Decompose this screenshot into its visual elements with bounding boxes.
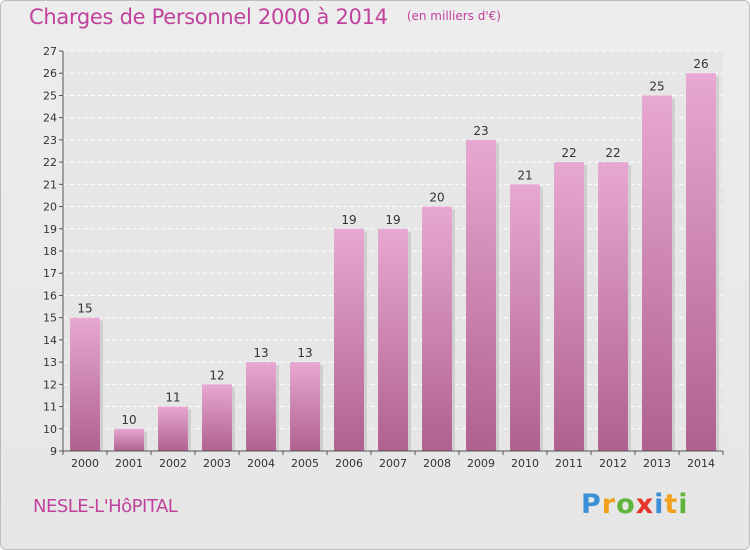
x-tick-label: 2009: [467, 457, 495, 470]
bar-2010: [510, 184, 540, 452]
logo-letter: o: [616, 489, 636, 520]
location-name: NESLE-L'HôPITAL: [33, 496, 178, 517]
proxiti-logo[interactable]: Proxiti: [581, 489, 689, 520]
x-tick-label: 2004: [247, 457, 275, 470]
bar-2014: [686, 73, 716, 451]
y-tick-label: 10: [43, 423, 57, 436]
y-tick-label: 22: [43, 156, 57, 169]
bar-2007: [378, 228, 408, 451]
y-tick-label: 11: [43, 401, 57, 414]
logo-letter: r: [601, 489, 617, 520]
bar-value-label: 11: [165, 391, 180, 405]
x-tick-label: 2007: [379, 457, 407, 470]
y-tick-label: 13: [43, 356, 57, 369]
y-tick-label: 18: [43, 245, 57, 258]
bar-2008: [422, 206, 452, 451]
bar-value-label: 21: [517, 168, 532, 182]
bar-2012: [598, 162, 628, 451]
bar-value-label: 10: [121, 413, 136, 427]
bar-value-label: 22: [561, 146, 576, 160]
x-tick-label: 2000: [71, 457, 99, 470]
chart-title: Charges de Personnel 2000 à 2014: [29, 5, 388, 29]
bar-value-label: 13: [297, 346, 312, 360]
bar-value-label: 20: [429, 191, 444, 205]
y-tick-label: 21: [43, 178, 57, 191]
x-tick-label: 2002: [159, 457, 187, 470]
x-tick-label: 2003: [203, 457, 231, 470]
y-tick-label: 25: [43, 89, 57, 102]
bar-2000: [70, 317, 100, 451]
bar-2002: [158, 406, 188, 451]
bar-2011: [554, 162, 584, 451]
x-tick-label: 2013: [643, 457, 671, 470]
logo-letter: t: [664, 489, 679, 520]
y-tick-label: 27: [43, 45, 57, 58]
bar-2005: [290, 362, 320, 451]
y-tick-label: 20: [43, 201, 57, 214]
y-tick-label: 12: [43, 378, 57, 391]
logo-letter: P: [581, 489, 602, 520]
bar-2003: [202, 384, 232, 451]
x-tick-label: 2006: [335, 457, 363, 470]
y-tick-label: 14: [43, 334, 57, 347]
bar-value-label: 19: [385, 213, 400, 227]
bar-value-label: 23: [473, 124, 488, 138]
title-row: Charges de Personnel 2000 à 2014 (en mil…: [29, 5, 501, 29]
bar-2013: [642, 95, 672, 451]
logo-letter: i: [678, 489, 689, 520]
bar-2004: [246, 362, 276, 451]
x-tick-label: 2014: [687, 457, 715, 470]
axes: 9 10 11 12 13 14 15 16 17 18 19 20 21 22 23 24 25 26 27 200…: [43, 45, 724, 470]
bar-value-label: 25: [649, 79, 664, 93]
bar-2009: [466, 139, 496, 451]
y-tick-label: 23: [43, 134, 57, 147]
y-tick-label: 19: [43, 223, 57, 236]
y-tick-label: 9: [50, 445, 57, 458]
x-tick-label: 2012: [599, 457, 627, 470]
bar-value-label: 15: [77, 302, 92, 316]
logo-letter: i: [654, 489, 665, 520]
chart-subtitle: (en milliers d'€): [406, 9, 501, 23]
x-tick-label: 2008: [423, 457, 451, 470]
x-tick-label: 2001: [115, 457, 143, 470]
y-tick-label: 15: [43, 312, 57, 325]
x-tick-label: 2011: [555, 457, 583, 470]
bar-value-label: 22: [605, 146, 620, 160]
y-tick-label: 17: [43, 267, 57, 280]
bar-2001: [114, 428, 144, 451]
bar-value-label: 19: [341, 213, 356, 227]
bar-2006: [334, 228, 364, 451]
y-tick-label: 26: [43, 67, 57, 80]
bars: 15 10 11 12 13 13 19 19 20 23 21 22 22 25 26: [70, 57, 719, 452]
bar-value-label: 26: [693, 57, 708, 71]
logo-letter: x: [635, 489, 655, 520]
bar-value-label: 13: [253, 346, 268, 360]
bar-value-label: 12: [209, 368, 224, 382]
y-tick-label: 24: [43, 112, 57, 125]
x-tick-label: 2005: [291, 457, 319, 470]
y-tick-label: 16: [43, 289, 57, 302]
x-tick-label: 2010: [511, 457, 539, 470]
